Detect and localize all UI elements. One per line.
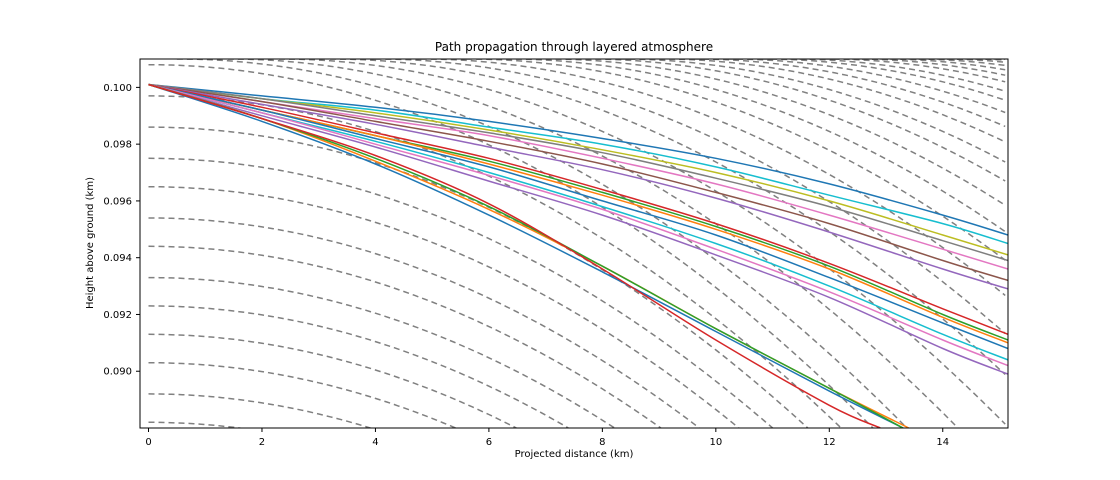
background-layer-line (148, 361, 458, 428)
background-layer-line (761, 59, 1006, 101)
plot-frame (139, 58, 1009, 429)
series-group (148, 83, 1008, 428)
x-axis-ticks: 0 2 4 6 8 10 12 14 (145, 428, 949, 448)
x-tick-label: 14 (936, 437, 949, 448)
background-layer-curves (148, 59, 1006, 428)
background-layer-line (545, 59, 1006, 206)
x-tick-label: 4 (372, 437, 378, 448)
background-layer-line (148, 126, 809, 428)
background-layer-line (505, 59, 1006, 233)
x-tick-label: 0 (145, 437, 151, 448)
background-layer-line (585, 59, 1006, 182)
background-layer-line (148, 95, 843, 428)
ray-path-line (148, 83, 1008, 236)
background-layer-line (659, 59, 1006, 143)
y-axis-ticks: 0.090 0.092 0.094 0.096 0.098 0.100 (103, 83, 140, 378)
background-layer-line (148, 305, 570, 428)
background-layer-line (148, 276, 617, 428)
ray-path-line (148, 83, 1008, 335)
y-tick-label: 0.092 (103, 310, 132, 321)
y-tick-label: 0.090 (103, 367, 132, 378)
background-layer-line (619, 59, 1006, 163)
x-tick-label: 2 (259, 437, 265, 448)
background-layer-line (330, 59, 1006, 376)
ray-path-line (148, 83, 1008, 282)
background-layer-line (148, 421, 245, 428)
ray-path-line (148, 83, 881, 428)
background-layer-line (148, 245, 663, 428)
x-tick-label: 10 (709, 437, 722, 448)
background-layer-line (375, 59, 1006, 335)
background-layer-line (420, 59, 1006, 296)
y-tick-label: 0.094 (103, 253, 132, 264)
background-layer-line (789, 59, 1006, 92)
x-axis-label: Projected distance (km) (515, 449, 634, 460)
ray-path-line (148, 83, 1008, 262)
ray-path-line (148, 83, 1008, 375)
x-tick-label: 8 (599, 437, 605, 448)
background-layer-line (148, 63, 875, 428)
ray-path-line (148, 83, 904, 428)
background-layer-line (176, 59, 908, 428)
chart-title: Path propagation through layered atmosph… (435, 40, 713, 54)
ray-path-line (148, 83, 1008, 350)
ray-path-line (148, 83, 1008, 367)
background-layer-line (279, 59, 1006, 425)
background-layer-line (148, 157, 774, 428)
x-tick-label: 6 (486, 437, 492, 448)
background-layer-line (466, 59, 1006, 261)
y-tick-label: 0.098 (103, 140, 132, 151)
background-layer-line (148, 393, 373, 428)
background-layer-line (148, 217, 701, 428)
background-layer-line (693, 59, 1006, 128)
background-layer-line (148, 185, 741, 428)
background-layer-line (908, 59, 1006, 67)
y-axis-label: Height above ground (km) (85, 177, 96, 309)
background-layer-line (965, 59, 1006, 61)
ray-path-line (148, 83, 1008, 290)
x-tick-label: 12 (823, 437, 836, 448)
background-layer-line (148, 333, 518, 428)
background-layer-line (727, 59, 1006, 114)
y-tick-label: 0.096 (103, 196, 132, 207)
y-tick-label: 0.100 (103, 83, 132, 94)
background-layer-line (227, 59, 960, 428)
